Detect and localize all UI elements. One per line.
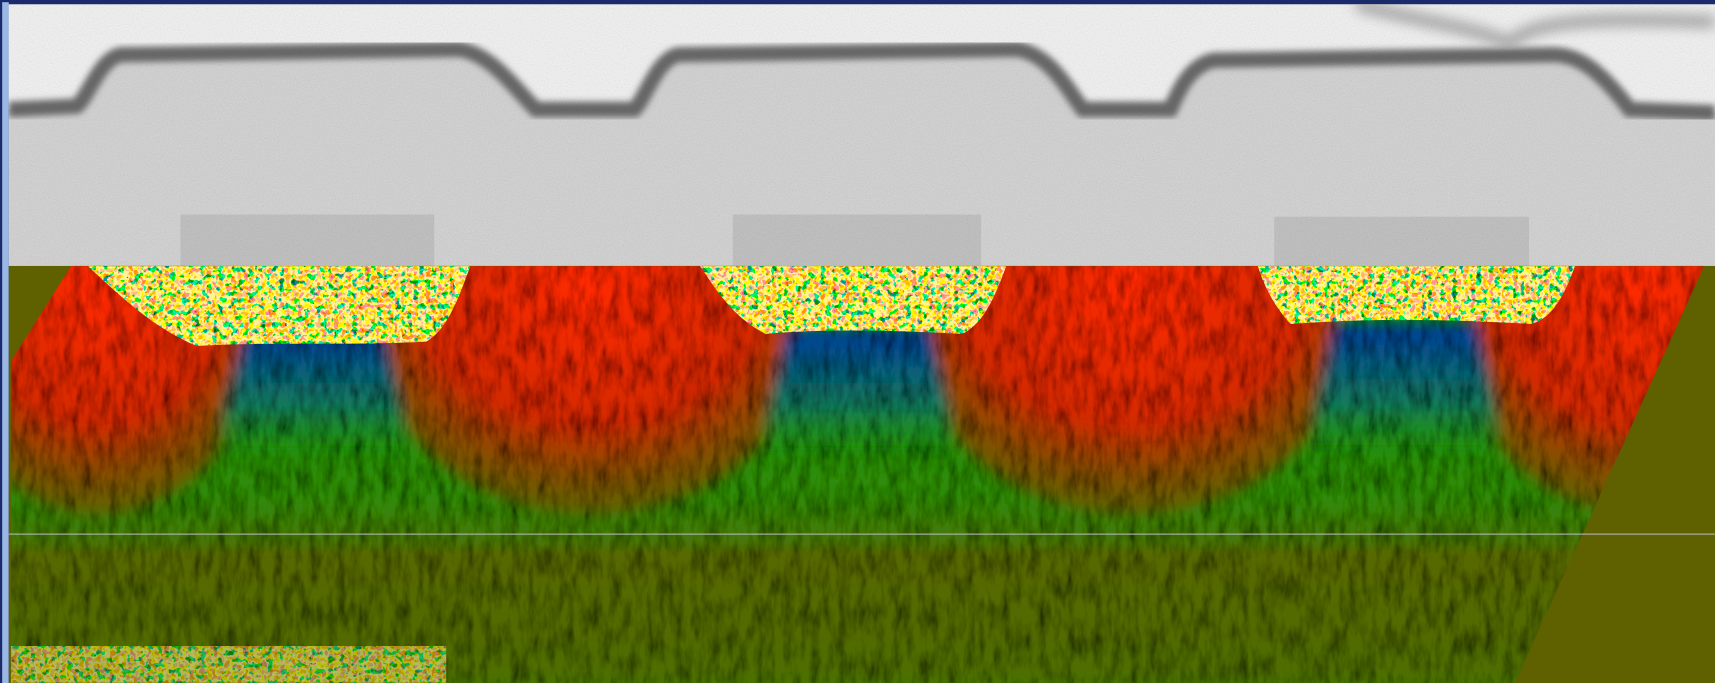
tem-gate	[180, 215, 434, 266]
frame-edge	[2, 2, 9, 683]
page: (() => { const data = JSON.parse(documen…	[0, 0, 1715, 683]
tem-gate	[733, 215, 981, 266]
strain-column	[1302, 323, 1510, 460]
noise-region	[9, 646, 447, 683]
tem-image	[9, 4, 1715, 266]
noise-region	[1258, 266, 1575, 324]
strain-map-image	[0, 0, 1715, 683]
tem-gate	[1274, 217, 1529, 266]
strain-column	[755, 328, 963, 459]
